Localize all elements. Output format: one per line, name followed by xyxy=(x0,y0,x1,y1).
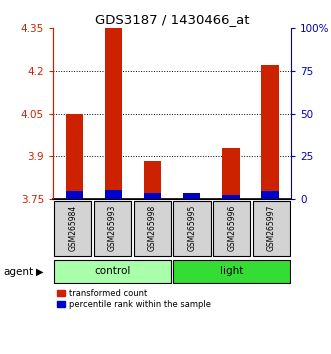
Bar xyxy=(261,65,279,199)
Bar xyxy=(222,148,240,199)
Bar xyxy=(134,201,171,256)
Bar xyxy=(222,194,240,199)
Text: GSM265993: GSM265993 xyxy=(108,205,117,251)
Bar xyxy=(105,190,122,199)
Bar xyxy=(66,114,83,199)
Bar xyxy=(173,260,291,283)
Bar xyxy=(105,28,122,199)
Legend: transformed count, percentile rank within the sample: transformed count, percentile rank withi… xyxy=(57,289,211,309)
Text: agent: agent xyxy=(3,267,33,276)
Text: control: control xyxy=(94,266,131,276)
Text: ▶: ▶ xyxy=(36,267,43,276)
Bar xyxy=(173,201,211,256)
Bar xyxy=(94,201,131,256)
Bar xyxy=(144,161,162,199)
Bar xyxy=(183,193,201,199)
Text: GSM265995: GSM265995 xyxy=(187,205,197,251)
Text: GSM265984: GSM265984 xyxy=(68,205,77,251)
Bar xyxy=(261,190,279,199)
Title: GDS3187 / 1430466_at: GDS3187 / 1430466_at xyxy=(95,13,249,26)
Bar xyxy=(66,191,83,199)
Bar xyxy=(54,201,91,256)
Bar xyxy=(213,201,250,256)
Bar xyxy=(54,260,171,283)
Bar xyxy=(144,193,162,199)
Text: GSM265996: GSM265996 xyxy=(227,205,236,251)
Bar xyxy=(183,196,201,199)
Text: GSM265998: GSM265998 xyxy=(148,205,157,251)
Text: light: light xyxy=(220,266,243,276)
Text: GSM265997: GSM265997 xyxy=(267,205,276,251)
Bar xyxy=(253,201,290,256)
